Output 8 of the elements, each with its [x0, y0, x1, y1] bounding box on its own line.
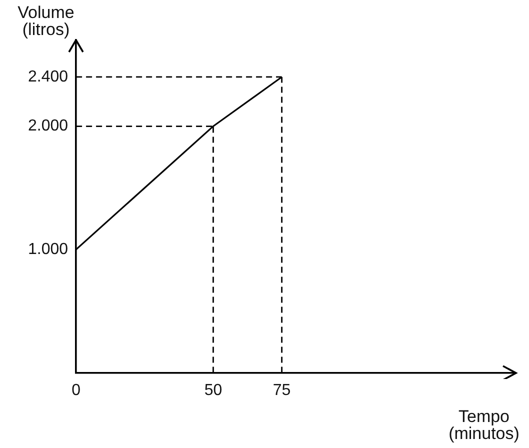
x-tick-label: 0: [72, 382, 81, 399]
y-tick-label: 2.400: [28, 68, 68, 86]
y-axis-title: Volume (litros): [16, 3, 76, 39]
x-tick-label: 50: [204, 382, 222, 399]
x-axis-title: Tempo (minutos): [448, 407, 520, 443]
y-tick-label: 2.000: [28, 118, 68, 135]
y-tick-label: 1.000: [28, 240, 68, 258]
x-tick-label: 75: [272, 382, 291, 399]
